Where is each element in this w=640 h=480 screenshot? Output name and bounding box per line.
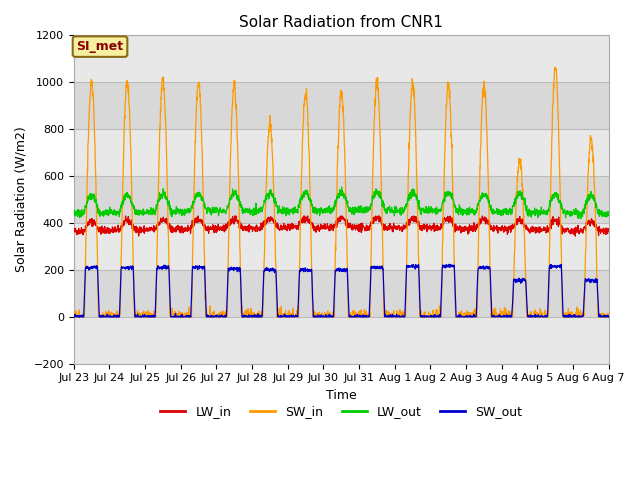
LW_in [122,213,129,219]
SW_in [356,314,364,320]
SW_in [552,64,559,70]
LW_in [573,226,580,232]
Bar [74,223,609,270]
LW_in [605,227,612,233]
Line: LW_in: LW_in [74,216,609,236]
SW_in [497,306,504,312]
X-axis label: Time: Time [326,389,356,402]
Bar [74,36,609,82]
LW_out [338,184,346,190]
SW_out [497,314,505,320]
LW_in [558,223,566,228]
LW_out [573,210,580,216]
SW_in [573,314,580,320]
LW_in [572,233,579,239]
SW_out [605,314,612,320]
LW_out [357,205,365,211]
SW_out [558,281,566,287]
LW_in [220,223,227,229]
LW_in [497,225,504,231]
SW_out [357,312,365,318]
Line: LW_out: LW_out [74,187,609,218]
LW_out [70,213,77,218]
Legend: LW_in, SW_in, LW_out, SW_out: LW_in, SW_in, LW_out, SW_out [156,400,527,423]
SW_out [369,264,376,270]
Text: SI_met: SI_met [76,40,124,53]
LW_out [605,211,612,217]
SW_in [368,204,376,210]
SW_out [220,314,227,320]
LW_in [369,219,376,225]
LW_out [497,210,504,216]
LW_out [558,202,566,207]
SW_in [70,314,77,320]
LW_out [369,193,376,199]
SW_out [70,313,77,319]
Title: Solar Radiation from CNR1: Solar Radiation from CNR1 [239,15,444,30]
Bar [74,82,609,129]
SW_in [605,313,612,319]
LW_out [575,216,582,221]
LW_out [219,206,227,212]
LW_in [357,223,365,229]
Bar [74,270,609,317]
Bar [74,176,609,223]
Y-axis label: Solar Radiation (W/m2): Solar Radiation (W/m2) [15,127,28,273]
SW_out [573,314,580,320]
Line: SW_out: SW_out [74,264,609,317]
Line: SW_in: SW_in [74,67,609,317]
SW_in [558,273,566,279]
Bar [74,129,609,176]
LW_in [70,228,77,233]
SW_out [445,262,453,267]
Bar [74,317,609,364]
SW_out [70,314,78,320]
SW_in [219,312,227,318]
